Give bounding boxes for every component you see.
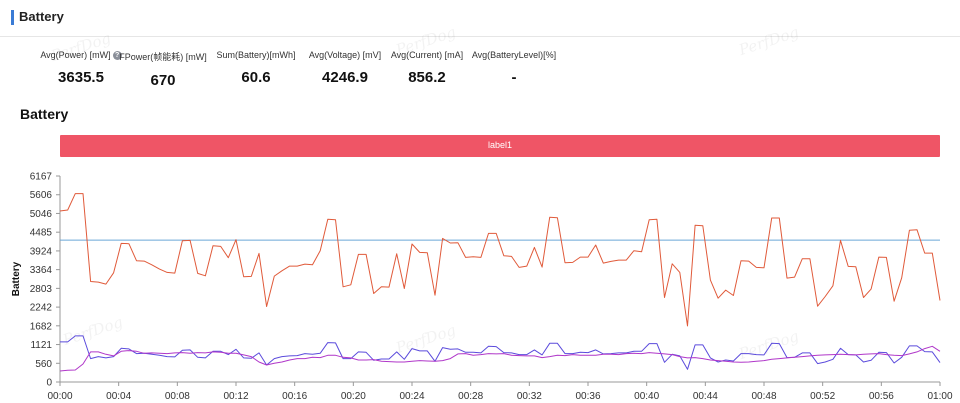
x-tick-label: 00:28 — [458, 391, 483, 402]
y-tick-label: 6167 — [30, 172, 53, 183]
series-line-1 — [59, 193, 941, 327]
stat-label: Avg(Voltage) [mV] — [308, 50, 382, 60]
y-tick-label: 3924 — [30, 246, 53, 257]
y-tick-label: 2803 — [30, 284, 53, 295]
y-tick-label: 4485 — [30, 228, 53, 239]
x-tick-label: 00:04 — [106, 391, 131, 402]
stat-value: 856.2 — [408, 69, 446, 86]
stat-label: Avg(Current) [mA] — [390, 50, 464, 60]
page-header: Battery — [0, 0, 960, 37]
stat-value: - — [511, 69, 517, 86]
page-title: Battery — [19, 9, 64, 24]
x-tick-label: 00:16 — [282, 391, 307, 402]
x-tick-label: 00:48 — [751, 391, 776, 402]
y-tick-label: 5046 — [30, 209, 53, 220]
stat-value: 670 — [150, 72, 176, 89]
x-tick-label: 00:36 — [575, 391, 600, 402]
y-tick-label: 1121 — [30, 340, 52, 351]
stat-fpower: FPower(帧能耗) [mW] 670 — [112, 50, 214, 89]
x-tick-label: 01:00 — [927, 391, 952, 402]
x-tick-label: 00:52 — [810, 391, 835, 402]
series-line-2 — [60, 335, 941, 370]
stat-value: 3635.5 — [58, 69, 104, 86]
y-tick-label: 560 — [35, 359, 52, 370]
stat-avg-power: Avg(Power) [mW]? 3635.5 — [22, 50, 140, 86]
series-line-3 — [59, 345, 941, 372]
x-tick-label: 00:32 — [517, 391, 542, 402]
stat-label: Avg(BatteryLevel)[%] — [471, 50, 557, 60]
y-tick-label: 5606 — [30, 190, 53, 201]
stat-avg-voltage: Avg(Voltage) [mV] 4246.9 — [295, 50, 395, 86]
stat-value: 4246.9 — [322, 69, 368, 86]
stat-label: FPower(帧能耗) [mW] — [119, 52, 207, 62]
stat-value: 60.6 — [241, 69, 271, 86]
header-accent-bar — [11, 10, 14, 25]
x-tick-label: 00:44 — [693, 391, 718, 402]
stat-avg-current: Avg(Current) [mA] 856.2 — [380, 50, 474, 86]
x-tick-label: 00:12 — [223, 391, 248, 402]
y-tick-label: 1682 — [30, 321, 53, 332]
x-tick-label: 00:20 — [341, 391, 366, 402]
stat-avg-battery-level: Avg(BatteryLevel)[%] - — [462, 50, 566, 86]
x-tick-label: 00:56 — [869, 391, 894, 402]
stat-label: Avg(Power) [mW] — [40, 50, 111, 60]
stats-row: Avg(Power) [mW]? 3635.5 FPower(帧能耗) [mW]… — [0, 50, 960, 100]
help-icon[interactable]: ? — [112, 50, 122, 60]
label-band-text: label1 — [487, 140, 513, 150]
x-tick-label: 00:40 — [634, 391, 659, 402]
x-tick-label: 00:00 — [47, 391, 72, 402]
y-tick-label: 0 — [46, 378, 52, 389]
stat-label: Sum(Battery)[mWh] — [216, 50, 296, 60]
stat-sum-battery: Sum(Battery)[mWh] 60.6 — [207, 50, 305, 86]
x-tick-label: 00:24 — [399, 391, 424, 402]
chart-title: Battery — [20, 106, 69, 122]
y-tick-label: 3364 — [30, 265, 53, 276]
x-tick-label: 00:08 — [165, 391, 190, 402]
label-band[interactable]: label1 — [60, 135, 940, 157]
y-axis-title: Battery — [11, 261, 22, 296]
y-tick-label: 2242 — [30, 303, 53, 314]
